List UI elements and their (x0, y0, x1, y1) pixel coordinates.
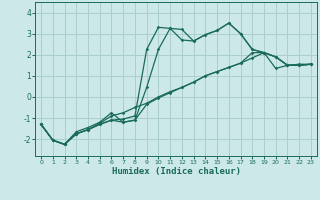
X-axis label: Humidex (Indice chaleur): Humidex (Indice chaleur) (111, 167, 241, 176)
